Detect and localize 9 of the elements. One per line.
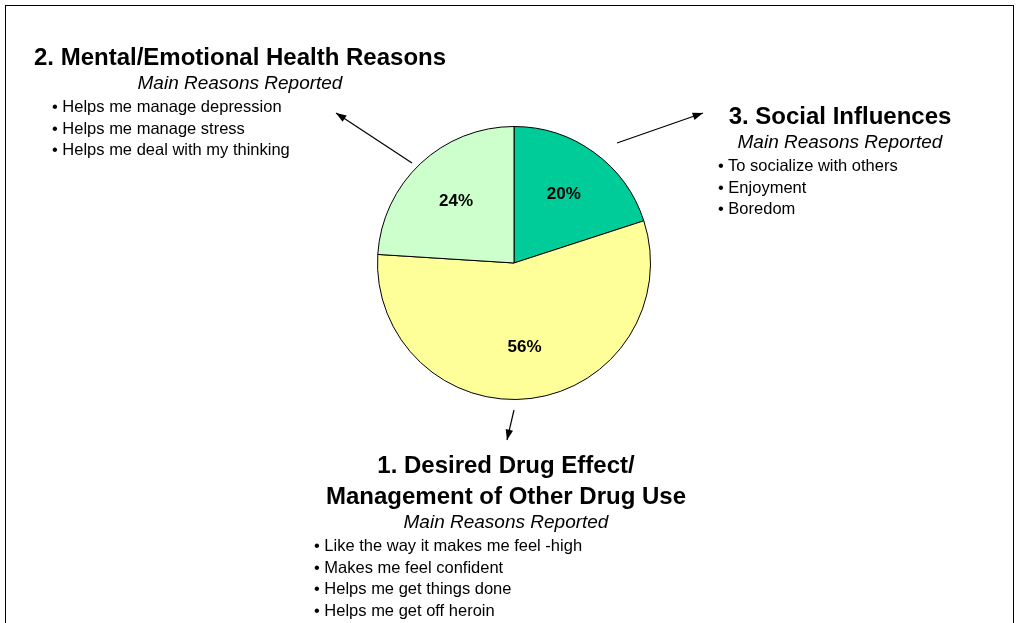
text: Main Reasons Reported • To socialize with others • Enjoyment • Boredom (717, 131, 944, 219)
text: Main Reasons Reported • Helps me manage depression • Helps me manage stress • Helps me deal with my thinking (51, 72, 344, 160)
slice-label: 2. Mental/Emotional Health Reasons (32, 42, 448, 72)
data-label: 20% (546, 184, 581, 204)
text: Main Reasons Reported • Like the way it makes me feel -high • Makes me feel confident • Helps me get things done • Helps me get off heroin (313, 511, 610, 621)
slice-label: 1. Desired Drug Effect/ Management of Other Drug Use (324, 450, 687, 511)
data-label: 24% (439, 190, 474, 210)
data-label: 56% (507, 336, 542, 356)
legend-label: 3. Social Influences (727, 101, 953, 131)
